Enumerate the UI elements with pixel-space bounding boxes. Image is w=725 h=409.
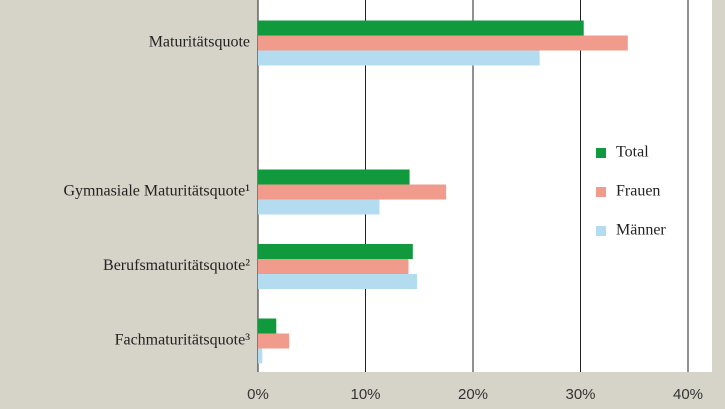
bar: [258, 274, 418, 289]
legend-label: Total: [616, 144, 649, 161]
y-tick-label: Fachmaturitätsquote³: [115, 332, 251, 349]
x-tick-label: 30%: [565, 386, 595, 403]
bar: [258, 318, 277, 334]
legend-swatch: [596, 226, 606, 236]
bar: [258, 244, 413, 259]
bar: [258, 35, 628, 51]
bar: [258, 184, 447, 200]
bar: [258, 199, 380, 215]
y-tick-label: Berufsmaturitätsquote²: [103, 257, 250, 274]
y-tick-label: Maturitätsquote: [149, 34, 250, 51]
bar: [258, 348, 263, 364]
legend-swatch: [596, 148, 606, 158]
legend-label: Männer: [616, 222, 666, 239]
x-tick-label: 10%: [350, 386, 380, 403]
y-tick-label: Gymnasiale Maturitätsquote¹: [63, 183, 250, 200]
legend-swatch: [596, 187, 606, 197]
x-tick-label: 40%: [673, 386, 703, 403]
bar: [258, 50, 540, 66]
bar: [258, 169, 410, 185]
legend-label: Frauen: [616, 183, 660, 200]
bar: [258, 20, 584, 36]
x-tick-label: 0%: [247, 386, 269, 403]
bar: [258, 333, 290, 349]
bar: [258, 259, 409, 274]
x-tick-label: 20%: [458, 386, 488, 403]
